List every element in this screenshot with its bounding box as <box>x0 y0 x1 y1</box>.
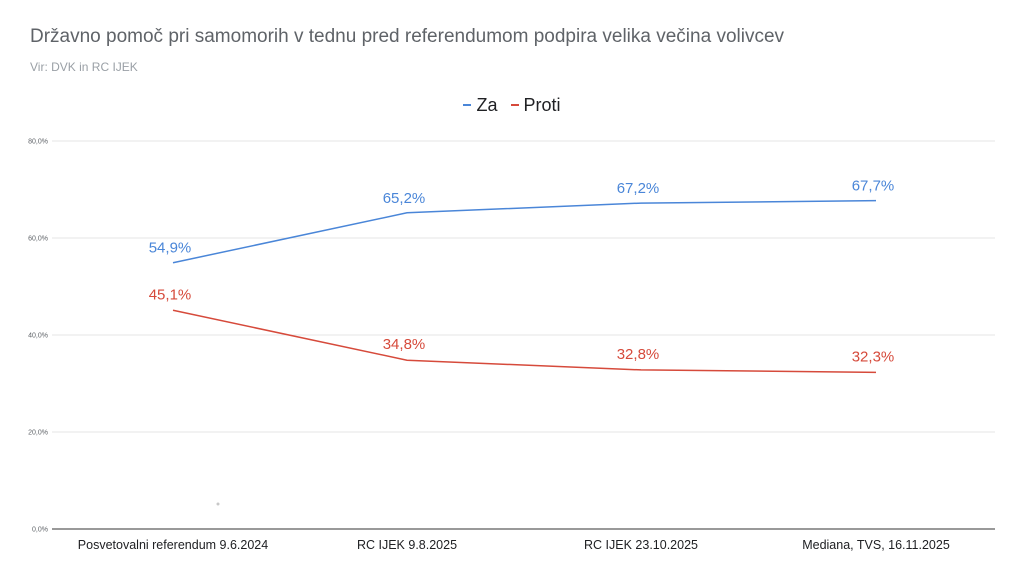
legend: Za Proti <box>0 95 1024 116</box>
data-label-za-1: 65,2% <box>383 190 426 207</box>
data-label-proti-1: 34,8% <box>383 336 426 353</box>
data-label-proti-2: 32,8% <box>617 346 660 363</box>
legend-label-za: Za <box>476 95 498 115</box>
legend-swatch-za <box>463 104 472 107</box>
y-tick-label-20: 20,0% <box>28 430 48 437</box>
x-tick-label-2: RC IJEK 23.10.2025 <box>584 538 698 552</box>
x-tick-label-0: Posvetovalni referendum 9.6.2024 <box>78 538 268 552</box>
label-layer: 54,9% 65,2% 67,2% 67,7% 45,1% 34,8% 32,8% 32,3% <box>149 178 895 366</box>
data-label-za-2: 67,2% <box>617 180 660 197</box>
grid-layer <box>52 140 995 433</box>
legend-item-proti[interactable]: Proti <box>510 95 561 116</box>
legend-swatch-proti <box>510 104 519 107</box>
series-line-proti <box>172 309 877 374</box>
y-tick-label-0: 0,0% <box>32 527 48 534</box>
series-line-za <box>172 199 877 264</box>
y-tick-label-60: 60,0% <box>28 236 48 243</box>
y-tick-label-80: 80,0% <box>28 139 48 146</box>
axis-layer: 0,0% 20,0% 40,0% 60,0% 80,0% Posvetovalni ref… <box>28 139 995 552</box>
legend-item-za[interactable]: Za <box>463 95 497 116</box>
chart-title: Državno pomoč pri samomorih v tednu pred… <box>30 26 785 47</box>
data-label-proti-3: 32,3% <box>852 348 895 365</box>
data-label-za-0: 54,9% <box>149 240 192 257</box>
y-tick-label-40: 40,0% <box>28 333 48 340</box>
chart-subtitle: Vir: DVK in RC IJEK <box>30 60 138 74</box>
data-label-za-3: 67,7% <box>852 178 895 195</box>
x-tick-label-3: Mediana, TVS, 16.11.2025 <box>802 538 950 552</box>
data-label-proti-0: 45,1% <box>149 286 192 303</box>
legend-label-proti: Proti <box>523 95 561 115</box>
stray-dot <box>216 502 220 506</box>
series-layer <box>172 199 877 374</box>
x-tick-label-1: RC IJEK 9.8.2025 <box>357 538 457 552</box>
